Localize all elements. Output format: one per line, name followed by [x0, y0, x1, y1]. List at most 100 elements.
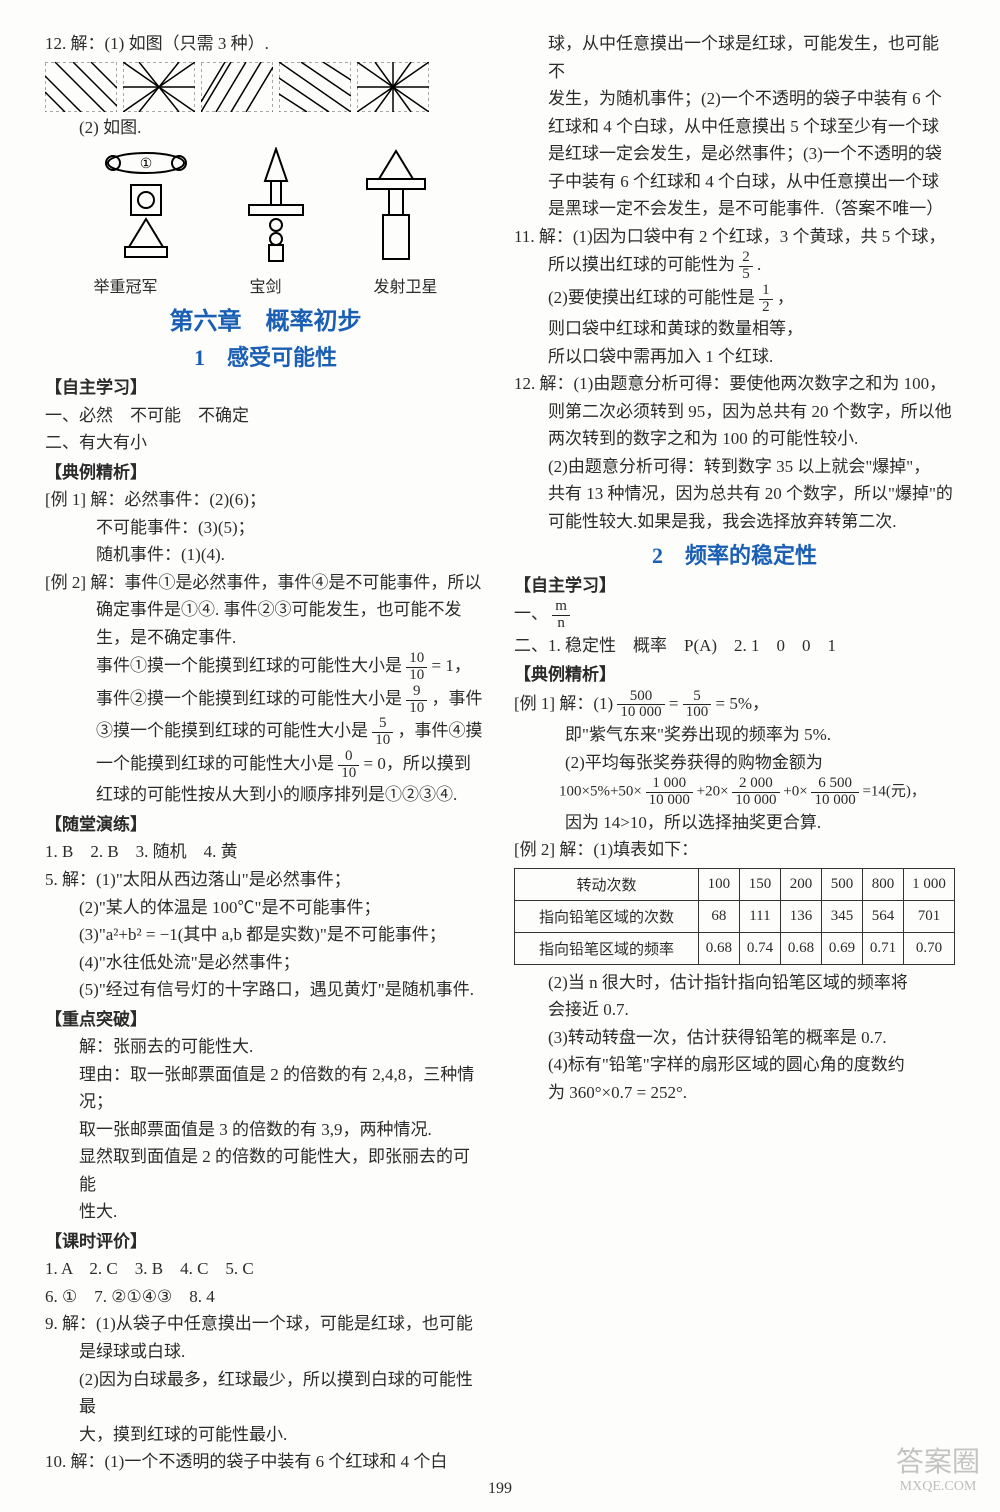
text: 是红球一定会发生，是必然事件；(3)一个不透明的袋: [514, 140, 955, 168]
text-frac: 100×5%+50× 1 00010 000 +20× 2 00010 000 …: [514, 776, 955, 809]
th: 500: [821, 868, 862, 900]
text: 不可能事件：(3)(5)；: [45, 514, 486, 542]
q12a: 12. 解：(1)由题意分析可得：要使他两次数字之和为 100，: [514, 370, 955, 398]
q10a: 10. 解：(1)一个不透明的袋子中装有 6 个红球和 4 个白: [45, 1448, 486, 1476]
td: 指向铅笔区域的次数: [515, 900, 699, 932]
text: [例 1] 解：必然事件：(2)(6)；: [45, 486, 486, 514]
text-frac: 事件①摸一个能摸到红球的可能性大小是 1010 = 1，: [45, 651, 486, 684]
watermark: 答案圈 MXQE.COM: [896, 1448, 980, 1494]
td: 0.68: [780, 932, 821, 964]
td: 111: [739, 900, 780, 932]
figure-captions: 举重冠军 宝剑 发射卫星: [45, 273, 486, 297]
td: 136: [780, 900, 821, 932]
text: 1. A 2. C 3. B 4. C 5. C: [45, 1255, 486, 1283]
text: (2)由题意分析可得：转到数字 35 以上就会"爆掉"，: [514, 453, 955, 481]
td: 0.74: [739, 932, 780, 964]
heading-examples-2: 【典例精析】: [514, 661, 955, 689]
text: 可能性较大.如果是我，我会选择放弃转第二次.: [514, 508, 955, 536]
text: 6. ① 7. ②①④③ 8. 4: [45, 1283, 486, 1311]
table-row: 指向铅笔区域的次数 68 111 136 345 564 701: [515, 900, 955, 932]
figcap-1: 举重冠军: [81, 273, 171, 297]
watermark-main: 答案圈: [896, 1448, 980, 1479]
heading-examples-1: 【典例精析】: [45, 459, 486, 487]
text: 红球的可能性按从大到小的顺序排列是①②③④.: [45, 781, 486, 809]
text-frac: 所以摸出红球的可能性为 25 .: [514, 250, 955, 283]
text: 大，摸到红球的可能性最小.: [45, 1421, 486, 1449]
th: 100: [698, 868, 739, 900]
heading-keypoints: 【重点突破】: [45, 1006, 486, 1034]
table-row: 转动次数 100 150 200 500 800 1 000: [515, 868, 955, 900]
text: 为 360°×0.7 = 252°.: [514, 1079, 955, 1107]
text: (5)"经过有信号灯的十字路口，遇见黄灯"是随机事件.: [45, 976, 486, 1004]
td: 68: [698, 900, 739, 932]
section-2-title: 2 频率的稳定性: [514, 538, 955, 570]
text: 生，是不确定事件.: [45, 624, 486, 652]
td: 345: [821, 900, 862, 932]
page-number: 199: [0, 1480, 1000, 1498]
th: 转动次数: [515, 868, 699, 900]
text: (4)标有"铅笔"字样的扇形区域的圆心角的度数约: [514, 1051, 955, 1079]
text: [例 2] 解：(1)填表如下：: [514, 836, 955, 864]
text: 一、必然 不可能 不确定: [45, 402, 486, 430]
text: 确定事件是①④. 事件②③可能发生，也可能不发: [45, 596, 486, 624]
text: (4)"水往低处流"是必然事件；: [45, 949, 486, 977]
heading-self-study-2: 【自主学习】: [514, 572, 955, 600]
text: 球，从中任意摸出一个球是红球，可能发生，也可能不: [514, 30, 955, 85]
figcap-3: 发射卫星: [361, 273, 451, 297]
text: 即"紫气东来"奖券出现的频率为 5%.: [514, 721, 955, 749]
text: 解：张丽去的可能性大.: [45, 1033, 486, 1061]
text: [例 2] 解：事件①是必然事件，事件④是不可能事件，所以: [45, 569, 486, 597]
text: 取一张邮票面值是 3 的倍数的有 3,9，两种情况.: [45, 1116, 486, 1144]
th: 800: [863, 868, 904, 900]
text: 是绿球或白球.: [45, 1338, 486, 1366]
text: 二、1. 稳定性 概率 P(A) 2. 1 0 0 1: [514, 632, 955, 660]
text: (2)当 n 很大时，估计指针指向铅笔区域的频率将: [514, 969, 955, 997]
td: 564: [863, 900, 904, 932]
text: 二、有大有小: [45, 429, 486, 457]
heading-classwork: 【随堂演练】: [45, 811, 486, 839]
text: (2)因为白球最多，红球最少，所以摸到白球的可能性最: [45, 1366, 486, 1421]
text-frac: [例 1] 解：(1) 50010 000 = 5100 = 5%，: [514, 689, 955, 722]
section-1-title: 1 感受可能性: [45, 340, 486, 372]
th: 150: [739, 868, 780, 900]
text: (3)转动转盘一次，估计获得铅笔的概率是 0.7.: [514, 1024, 955, 1052]
figure-three-objects: ①: [45, 147, 486, 267]
q11a: 11. 解：(1)因为口袋中有 2 个红球，3 个黄球，共 5 个球，: [514, 223, 955, 251]
text: 所以口袋中需再加入 1 个红球.: [514, 343, 955, 371]
th: 1 000: [904, 868, 955, 900]
text: 是黑球一定不会发生，是不可能事件.（答案不唯一）: [514, 195, 955, 223]
svg-text:①: ①: [139, 157, 152, 172]
text: 则第二次必须转到 95，因为总共有 20 个数字，所以他: [514, 398, 955, 426]
text: (2)平均每张奖券获得的购物金额为: [514, 749, 955, 777]
td: 指向铅笔区域的频率: [515, 932, 699, 964]
text: 随机事件：(1)(4).: [45, 541, 486, 569]
text: 则口袋中红球和黄球的数量相等，: [514, 315, 955, 343]
text: 共有 13 种情况，因为总共有 20 个数字，所以"爆掉"的: [514, 480, 955, 508]
text-frac: 一个能摸到红球的可能性大小是 010 = 0，所以摸到: [45, 749, 486, 782]
text: 会接近 0.7.: [514, 996, 955, 1024]
chapter-title: 第六章 概率初步: [45, 301, 486, 336]
text: 5. 解：(1)"太阳从西边落山"是必然事件；: [45, 866, 486, 894]
text: 显然取到面值是 2 的倍数的可能性大，即张丽去的可能: [45, 1143, 486, 1198]
text: 性大.: [45, 1198, 486, 1226]
td: 0.70: [904, 932, 955, 964]
text-frac: (2)要使摸出红球的可能性是 12 ，: [514, 283, 955, 316]
th: 200: [780, 868, 821, 900]
text: 因为 14>10，所以选择抽奖更合算.: [514, 809, 955, 837]
heading-evaluation: 【课时评价】: [45, 1228, 486, 1256]
text-frac: 一、 mn: [514, 599, 955, 632]
watermark-sub: MXQE.COM: [896, 1479, 980, 1494]
text: 子中装有 6 个红球和 4 个白球，从中任意摸出一个球: [514, 168, 955, 196]
td: 701: [904, 900, 955, 932]
text-frac: 事件②摸一个能摸到红球的可能性大小是 910 ，事件: [45, 684, 486, 717]
text: 发生，为随机事件；(2)一个不透明的袋子中装有 6 个: [514, 85, 955, 113]
figcap-2: 宝剑: [221, 273, 311, 297]
text-frac: ③摸一个能摸到红球的可能性大小是 510 ，事件④摸: [45, 716, 486, 749]
text: 红球和 4 个白球，从中任意摸出 5 个球至少有一个球: [514, 113, 955, 141]
table-row: 指向铅笔区域的频率 0.68 0.74 0.68 0.69 0.71 0.70: [515, 932, 955, 964]
text: 理由：取一张邮票面值是 2 的倍数的有 2,4,8，三种情况；: [45, 1061, 486, 1116]
td: 0.69: [821, 932, 862, 964]
text: 1. B 2. B 3. 随机 4. 黄: [45, 838, 486, 866]
td: 0.68: [698, 932, 739, 964]
q12-2-text: (2) 如图.: [45, 114, 486, 142]
